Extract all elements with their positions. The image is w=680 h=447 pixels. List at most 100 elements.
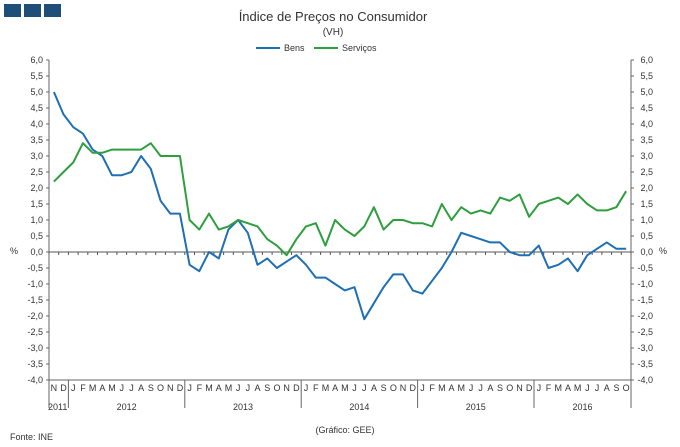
y-tick-label-left: 3,0 <box>30 151 43 161</box>
x-month-label: A <box>332 383 338 393</box>
x-month-label: F <box>429 383 435 393</box>
y-axis-unit-right: % <box>659 246 667 256</box>
x-month-label: S <box>497 383 503 393</box>
x-month-label: J <box>129 383 134 393</box>
y-axis-unit-left: % <box>10 246 18 256</box>
x-month-label: O <box>390 383 397 393</box>
chart-subtitle: (VH) <box>323 27 344 38</box>
x-month-label: O <box>157 383 164 393</box>
x-month-label: N <box>283 383 290 393</box>
x-month-label: D <box>410 383 417 393</box>
y-tick-label-right: 5,5 <box>640 71 653 81</box>
x-month-label: F <box>197 383 203 393</box>
x-month-label: M <box>341 383 349 393</box>
y-tick-label-right: -1,0 <box>637 279 653 289</box>
y-tick-label-left: -4,0 <box>27 375 43 385</box>
y-tick-label-left: -2,5 <box>27 327 43 337</box>
series-line-bens <box>52 91 627 321</box>
x-month-label: D <box>60 383 67 393</box>
x-month-label: J <box>585 383 590 393</box>
x-month-label: J <box>420 383 425 393</box>
x-year-label: 2013 <box>233 402 253 412</box>
logo-block <box>24 4 41 17</box>
x-year-label: 2016 <box>572 402 592 412</box>
x-month-label: F <box>80 383 86 393</box>
x-month-label: O <box>273 383 280 393</box>
y-tick-label-right: 4,0 <box>640 119 653 129</box>
y-tick-label-right: -1,5 <box>637 295 653 305</box>
x-month-label: D <box>526 383 533 393</box>
y-tick-label-right: 3,5 <box>640 135 653 145</box>
y-tick-label-left: 4,5 <box>30 103 43 113</box>
x-month-label: J <box>187 383 192 393</box>
y-tick-label-right: 2,0 <box>640 183 653 193</box>
y-tick-label-left: -1,0 <box>27 279 43 289</box>
y-tick-label-left: -2,0 <box>27 311 43 321</box>
y-tick-label-left: 2,0 <box>30 183 43 193</box>
y-tick-label-right: -3,5 <box>637 359 653 369</box>
legend-label-bens: Bens <box>284 43 305 53</box>
x-month-label: M <box>555 383 563 393</box>
x-month-label: M <box>108 383 116 393</box>
logo-block <box>44 4 61 17</box>
x-month-label: S <box>381 383 387 393</box>
y-tick-label-right: 2,5 <box>640 167 653 177</box>
x-month-label: O <box>623 383 630 393</box>
x-month-label: A <box>216 383 222 393</box>
x-month-label: M <box>322 383 330 393</box>
x-month-label: N <box>400 383 407 393</box>
x-month-label: J <box>469 383 474 393</box>
y-tick-label-left: 3,5 <box>30 135 43 145</box>
header-logo-blocks <box>4 4 61 17</box>
x-month-label: M <box>458 383 466 393</box>
y-tick-label-right: 4,5 <box>640 103 653 113</box>
legend: Bens Serviços <box>256 43 377 53</box>
x-month-label: J <box>362 383 367 393</box>
y-tick-label-right: -3,0 <box>637 343 653 353</box>
y-tick-label-right: 0,5 <box>640 231 653 241</box>
x-month-label: A <box>255 383 261 393</box>
y-tick-label-right: -0,5 <box>637 263 653 273</box>
x-month-label: M <box>574 383 582 393</box>
x-month-label: A <box>487 383 493 393</box>
x-year-label: 2014 <box>349 402 369 412</box>
x-month-label: S <box>264 383 270 393</box>
x-month-label: A <box>371 383 377 393</box>
logo-block <box>4 4 21 17</box>
y-tick-label-left: 1,5 <box>30 199 43 209</box>
x-month-label: O <box>506 383 513 393</box>
x-month-label: S <box>148 383 154 393</box>
y-tick-label-right: 3,0 <box>640 151 653 161</box>
y-tick-label-right: -4,0 <box>637 375 653 385</box>
y-tick-label-left: -3,0 <box>27 343 43 353</box>
y-tick-label-right: 1,5 <box>640 199 653 209</box>
x-month-label: J <box>478 383 483 393</box>
x-year-label: 2015 <box>466 402 486 412</box>
x-month-label: N <box>51 383 58 393</box>
x-month-label: M <box>438 383 446 393</box>
legend-label-servicos: Serviços <box>342 43 377 53</box>
y-tick-label-right: -2,0 <box>637 311 653 321</box>
x-month-label: A <box>565 383 571 393</box>
y-tick-label-left: 5,0 <box>30 87 43 97</box>
source-note: Fonte: INE <box>10 432 53 442</box>
x-month-label: A <box>604 383 610 393</box>
x-month-label: J <box>71 383 76 393</box>
x-month-label: M <box>205 383 213 393</box>
x-month-label: J <box>236 383 241 393</box>
chart-credit: (Gráfico: GEE) <box>315 425 374 435</box>
x-month-label: M <box>89 383 97 393</box>
x-month-label: M <box>225 383 233 393</box>
x-month-label: F <box>313 383 319 393</box>
x-month-label: J <box>537 383 542 393</box>
x-month-label: N <box>516 383 523 393</box>
x-month-label: D <box>293 383 300 393</box>
y-tick-label-right: -2,5 <box>637 327 653 337</box>
x-month-label: S <box>613 383 619 393</box>
y-tick-label-left: -1,5 <box>27 295 43 305</box>
y-tick-label-left: 1,0 <box>30 215 43 225</box>
x-month-label: A <box>449 383 455 393</box>
x-month-label: J <box>120 383 125 393</box>
y-tick-label-left: -0,5 <box>27 263 43 273</box>
